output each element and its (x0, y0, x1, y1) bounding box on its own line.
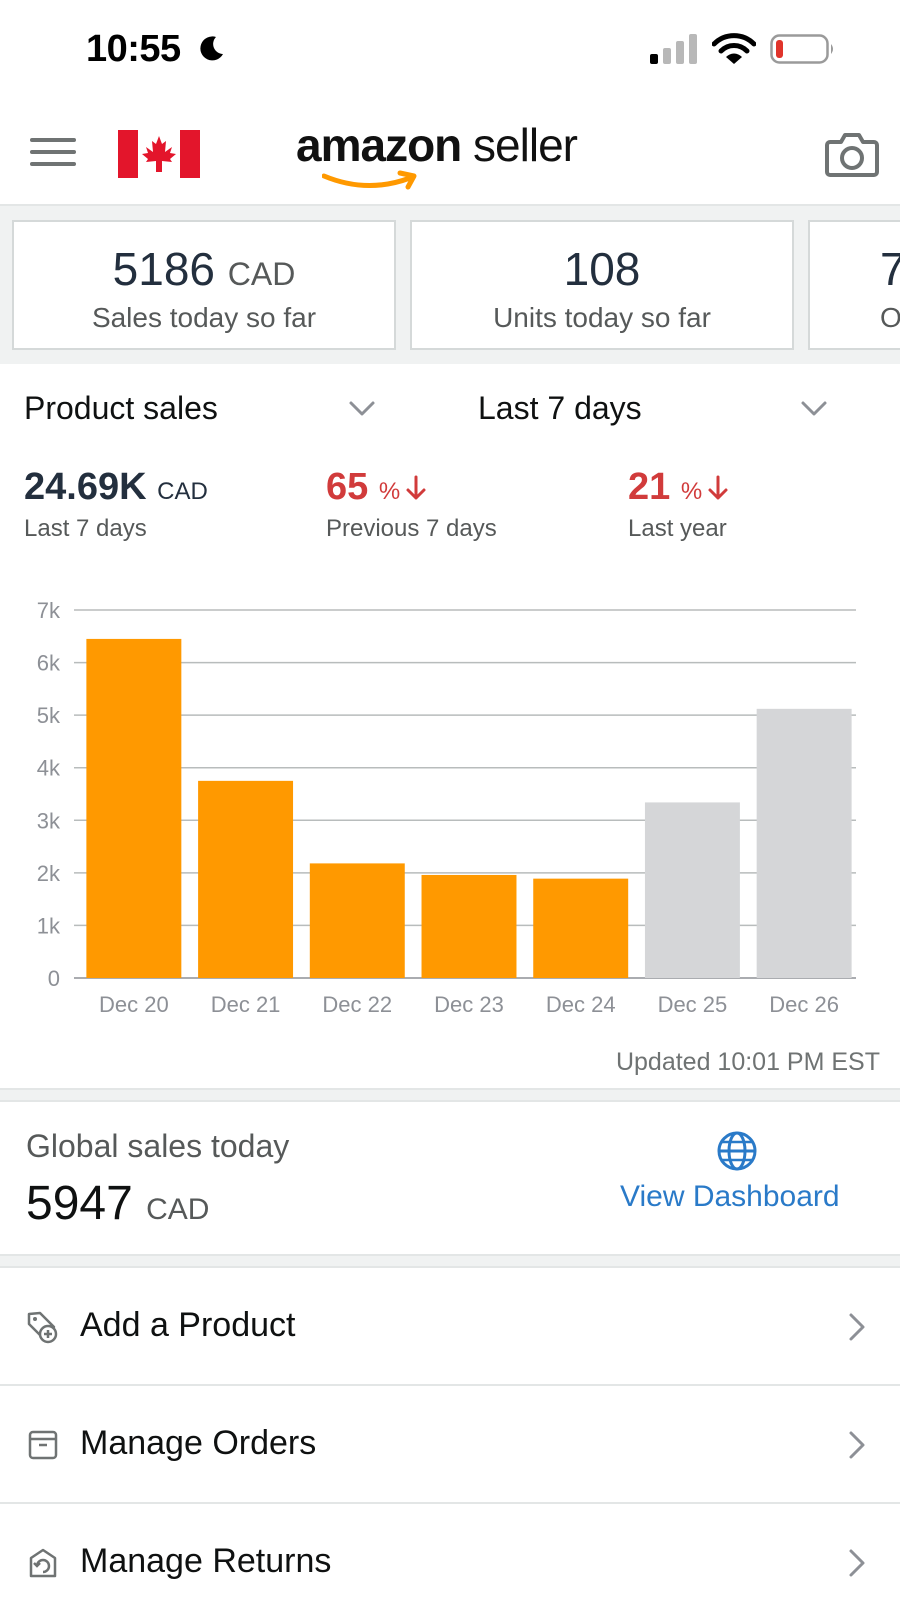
camera-icon[interactable] (824, 130, 880, 178)
period-dropdown-label: Last 7 days (478, 390, 642, 426)
hamburger-menu-icon[interactable] (28, 132, 78, 172)
stat-last-year: 21 % Last year (628, 466, 730, 543)
card-value: 108 (563, 243, 641, 295)
global-sales-title: Global sales today (26, 1128, 290, 1164)
cellular-signal-icon (650, 34, 697, 64)
globe-icon[interactable] (716, 1130, 758, 1172)
view-dashboard-link[interactable]: View Dashboard (620, 1180, 840, 1213)
row-manage-orders[interactable]: Manage Orders (0, 1386, 900, 1504)
status-bar: 10:55 (0, 0, 900, 100)
card-value: 7 (880, 243, 900, 295)
x-tick-label: Dec 20 (99, 992, 169, 1017)
y-tick-label: 4k (37, 756, 61, 781)
chart-selectors: Product sales Last 7 days (0, 390, 900, 440)
row-label: Manage Orders (80, 1424, 317, 1462)
add-product-icon (27, 1311, 58, 1344)
bar[interactable] (756, 708, 852, 978)
updated-timestamp: Updated 10:01 PM EST (615, 1048, 880, 1076)
y-tick-label: 6k (37, 651, 61, 676)
stat-unit: % (680, 478, 703, 505)
card-partial[interactable]: 7 O (808, 220, 900, 350)
amazon-seller-logo: amazon seller (296, 118, 616, 198)
card-sales-today[interactable]: 5186 CAD Sales today so far (12, 220, 396, 350)
bar[interactable] (198, 780, 294, 978)
stat-value: 21 (628, 466, 671, 508)
status-time: 10:55 (86, 28, 181, 70)
sales-bar-chart: 0 1k 2k 3k 4k 5k 6k 7k Dec 20 Dec 21 Dec 22 Dec 23 D… (37, 598, 856, 1017)
wifi-icon (712, 33, 756, 64)
card-value: 5186 (112, 243, 215, 295)
global-sales-unit: CAD (146, 1193, 210, 1226)
stat-previous-7-days: 65 % Previous 7 days (326, 466, 497, 543)
arrow-down-icon (406, 475, 426, 500)
stat-value: 24.69K (24, 466, 147, 508)
chevron-right-icon (849, 1313, 865, 1341)
y-tick-label: 7k (37, 598, 61, 623)
canada-flag-icon[interactable] (118, 130, 200, 178)
row-label: Add a Product (80, 1306, 296, 1344)
row-add-product[interactable]: Add a Product (0, 1268, 900, 1386)
y-tick-label: 2k (37, 861, 61, 886)
app-header: amazon seller (0, 100, 900, 206)
logo-brand: amazon (296, 119, 462, 171)
bar[interactable] (86, 638, 182, 978)
battery-icon (770, 34, 833, 64)
y-tick-label: 5k (37, 703, 61, 728)
row-manage-returns[interactable]: Manage Returns (0, 1504, 900, 1600)
stat-value: 65 (326, 466, 369, 508)
stat-unit: CAD (157, 478, 208, 505)
returns-icon (29, 1548, 57, 1578)
sales-stats: 24.69K CAD Last 7 days 65 % Previous 7 d… (0, 466, 900, 546)
x-tick-label: Dec 22 (322, 992, 392, 1017)
amazon-smile-icon (322, 170, 417, 190)
stat-label: Last 7 days (24, 515, 147, 542)
y-tick-label: 3k (37, 808, 61, 833)
section-divider (0, 1088, 900, 1102)
bar[interactable] (533, 878, 629, 978)
x-tick-label: Dec 24 (546, 992, 616, 1017)
global-sales-value: 5947 (26, 1177, 133, 1230)
stat-last-7-days: 24.69K CAD Last 7 days (24, 466, 208, 543)
moon-icon (200, 36, 223, 61)
logo-suffix: seller (461, 119, 578, 171)
section-divider (0, 1254, 900, 1268)
stat-unit: % (378, 478, 401, 505)
card-label: Units today so far (493, 302, 711, 333)
global-sales-section: Global sales today 5947 CAD View Dashboa… (0, 1104, 900, 1254)
card-label: Sales today so far (91, 302, 317, 333)
bar[interactable] (421, 874, 517, 978)
stat-label: Previous 7 days (326, 515, 497, 542)
card-unit: CAD (227, 256, 296, 292)
chevron-right-icon (849, 1431, 865, 1459)
card-units-today[interactable]: 108 Units today so far (410, 220, 794, 350)
x-tick-label: Dec 23 (434, 992, 504, 1017)
bar[interactable] (309, 863, 405, 978)
box-icon (28, 1430, 58, 1460)
summary-cards: 5186 CAD Sales today so far 108 Units to… (0, 206, 900, 364)
stat-label: Last year (628, 515, 727, 542)
y-tick-label: 0 (48, 966, 60, 991)
card-label: O (880, 302, 900, 333)
chevron-right-icon (849, 1549, 865, 1577)
bar[interactable] (644, 802, 740, 978)
row-label: Manage Returns (80, 1542, 332, 1580)
metric-dropdown-label: Product sales (24, 390, 218, 426)
arrow-down-icon (708, 475, 728, 500)
x-tick-label: Dec 26 (769, 992, 839, 1017)
x-tick-label: Dec 25 (658, 992, 728, 1017)
chevron-down-icon (349, 401, 375, 416)
y-tick-label: 1k (37, 913, 61, 938)
x-tick-label: Dec 21 (211, 992, 281, 1017)
chevron-down-icon (801, 401, 827, 416)
